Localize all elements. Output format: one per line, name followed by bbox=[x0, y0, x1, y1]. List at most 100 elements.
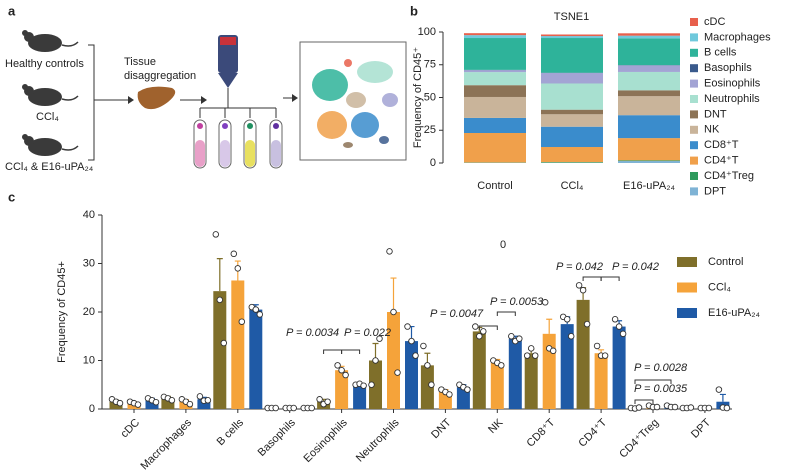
stacked-segment bbox=[464, 70, 526, 73]
data-point bbox=[152, 398, 160, 406]
data-point bbox=[338, 366, 345, 374]
data-point bbox=[212, 231, 220, 238]
liver-icon bbox=[137, 86, 176, 110]
data-point bbox=[186, 400, 194, 408]
legend-label: Control bbox=[708, 256, 743, 268]
stacked-segment bbox=[541, 114, 603, 127]
stacked-segment bbox=[541, 147, 603, 163]
y-tick-label: 75 bbox=[424, 59, 436, 71]
data-point bbox=[715, 386, 723, 393]
data-point bbox=[404, 323, 411, 330]
chart-title: TSNE1 bbox=[554, 11, 589, 23]
legend-label: DPT bbox=[704, 185, 726, 197]
bar bbox=[490, 362, 504, 409]
bar bbox=[420, 365, 434, 409]
data-point bbox=[408, 337, 415, 345]
data-point bbox=[386, 248, 393, 255]
legend-swatch bbox=[677, 308, 697, 318]
legend-label: Basophils bbox=[704, 62, 752, 74]
stacked-segment bbox=[541, 109, 603, 115]
significance-bracket bbox=[634, 399, 654, 404]
legend-label: E16-uPA₂₄ bbox=[708, 307, 760, 319]
stacked-segment bbox=[464, 38, 526, 70]
x-tick-label: DNT bbox=[429, 416, 454, 441]
stacked-segment bbox=[464, 117, 526, 134]
panel-label: b bbox=[410, 3, 418, 18]
y-tick-label: 50 bbox=[424, 91, 436, 103]
data-point bbox=[615, 323, 623, 330]
data-point bbox=[394, 369, 401, 376]
data-point bbox=[376, 335, 383, 342]
legend-label: B cells bbox=[704, 47, 737, 59]
p-value: P = 0.0053 bbox=[490, 296, 544, 308]
bar bbox=[109, 401, 123, 409]
arrowhead bbox=[201, 96, 207, 104]
step-label: disaggregation bbox=[124, 70, 196, 82]
data-point bbox=[252, 306, 260, 313]
data-point bbox=[579, 286, 587, 294]
group-label: CCl₄ bbox=[36, 111, 59, 123]
stacked-segment bbox=[464, 96, 526, 118]
x-tick-label: CCl₄ bbox=[561, 180, 584, 192]
data-point bbox=[472, 323, 479, 330]
data-point bbox=[334, 362, 341, 369]
data-point bbox=[523, 352, 531, 359]
bar bbox=[560, 324, 574, 409]
y-tick-label: 100 bbox=[418, 26, 436, 38]
data-point bbox=[671, 403, 679, 411]
data-point bbox=[498, 362, 505, 369]
bracket-arrow bbox=[88, 44, 132, 161]
column-top bbox=[220, 37, 236, 45]
legend-swatch bbox=[690, 18, 698, 26]
x-tick-label: NK bbox=[486, 416, 506, 436]
stacked-segment bbox=[618, 160, 680, 162]
bar bbox=[213, 291, 227, 409]
legend-label: CD4⁺Treg bbox=[704, 170, 754, 182]
significance-bracket bbox=[341, 349, 361, 354]
stacked-segment bbox=[541, 126, 603, 148]
stacked-segment bbox=[618, 71, 680, 91]
data-point bbox=[324, 398, 331, 405]
data-point bbox=[527, 345, 535, 352]
data-point bbox=[368, 381, 375, 389]
bar bbox=[524, 353, 538, 409]
data-point bbox=[204, 397, 212, 404]
p-value: P = 0.0035 bbox=[634, 383, 688, 395]
bar bbox=[508, 338, 522, 409]
data-point bbox=[705, 404, 713, 412]
bar bbox=[472, 331, 486, 409]
stacked-segment bbox=[541, 36, 603, 39]
data-point bbox=[342, 371, 349, 379]
data-point bbox=[428, 381, 435, 389]
stacked-segment bbox=[618, 35, 680, 39]
data-point bbox=[424, 362, 431, 369]
legend-swatch bbox=[690, 95, 698, 103]
legend-swatch bbox=[690, 79, 698, 88]
data-point bbox=[134, 401, 142, 408]
stacked-segment bbox=[541, 38, 603, 73]
bar bbox=[576, 299, 590, 409]
x-tick-label: cDC bbox=[119, 417, 143, 441]
group-label: CCl₄ & E16-uPA₂₄ bbox=[5, 161, 94, 173]
data-point bbox=[216, 296, 224, 304]
data-point bbox=[360, 382, 367, 389]
bar bbox=[405, 341, 418, 409]
bar bbox=[369, 360, 382, 409]
x-tick-label: DPT bbox=[689, 416, 713, 440]
x-tick-label: Neutrophils bbox=[354, 416, 402, 464]
legend-swatch bbox=[690, 141, 698, 150]
x-tick-label: CD8⁺T bbox=[524, 416, 557, 449]
note: 0 bbox=[500, 239, 506, 251]
step-label: Tissue bbox=[124, 56, 156, 68]
legend-swatch bbox=[690, 172, 698, 180]
data-point bbox=[290, 404, 297, 412]
bar bbox=[594, 353, 608, 409]
data-point bbox=[541, 299, 549, 306]
data-point bbox=[567, 333, 575, 340]
legend-label: CD8⁺T bbox=[704, 139, 739, 151]
y-tick-label: 20 bbox=[83, 306, 95, 318]
data-point bbox=[583, 320, 591, 328]
diagram: Healthy controls CCl₄ CCl₄ & E16-uPA₂₄ T… bbox=[5, 30, 407, 173]
error-bar bbox=[546, 318, 553, 334]
